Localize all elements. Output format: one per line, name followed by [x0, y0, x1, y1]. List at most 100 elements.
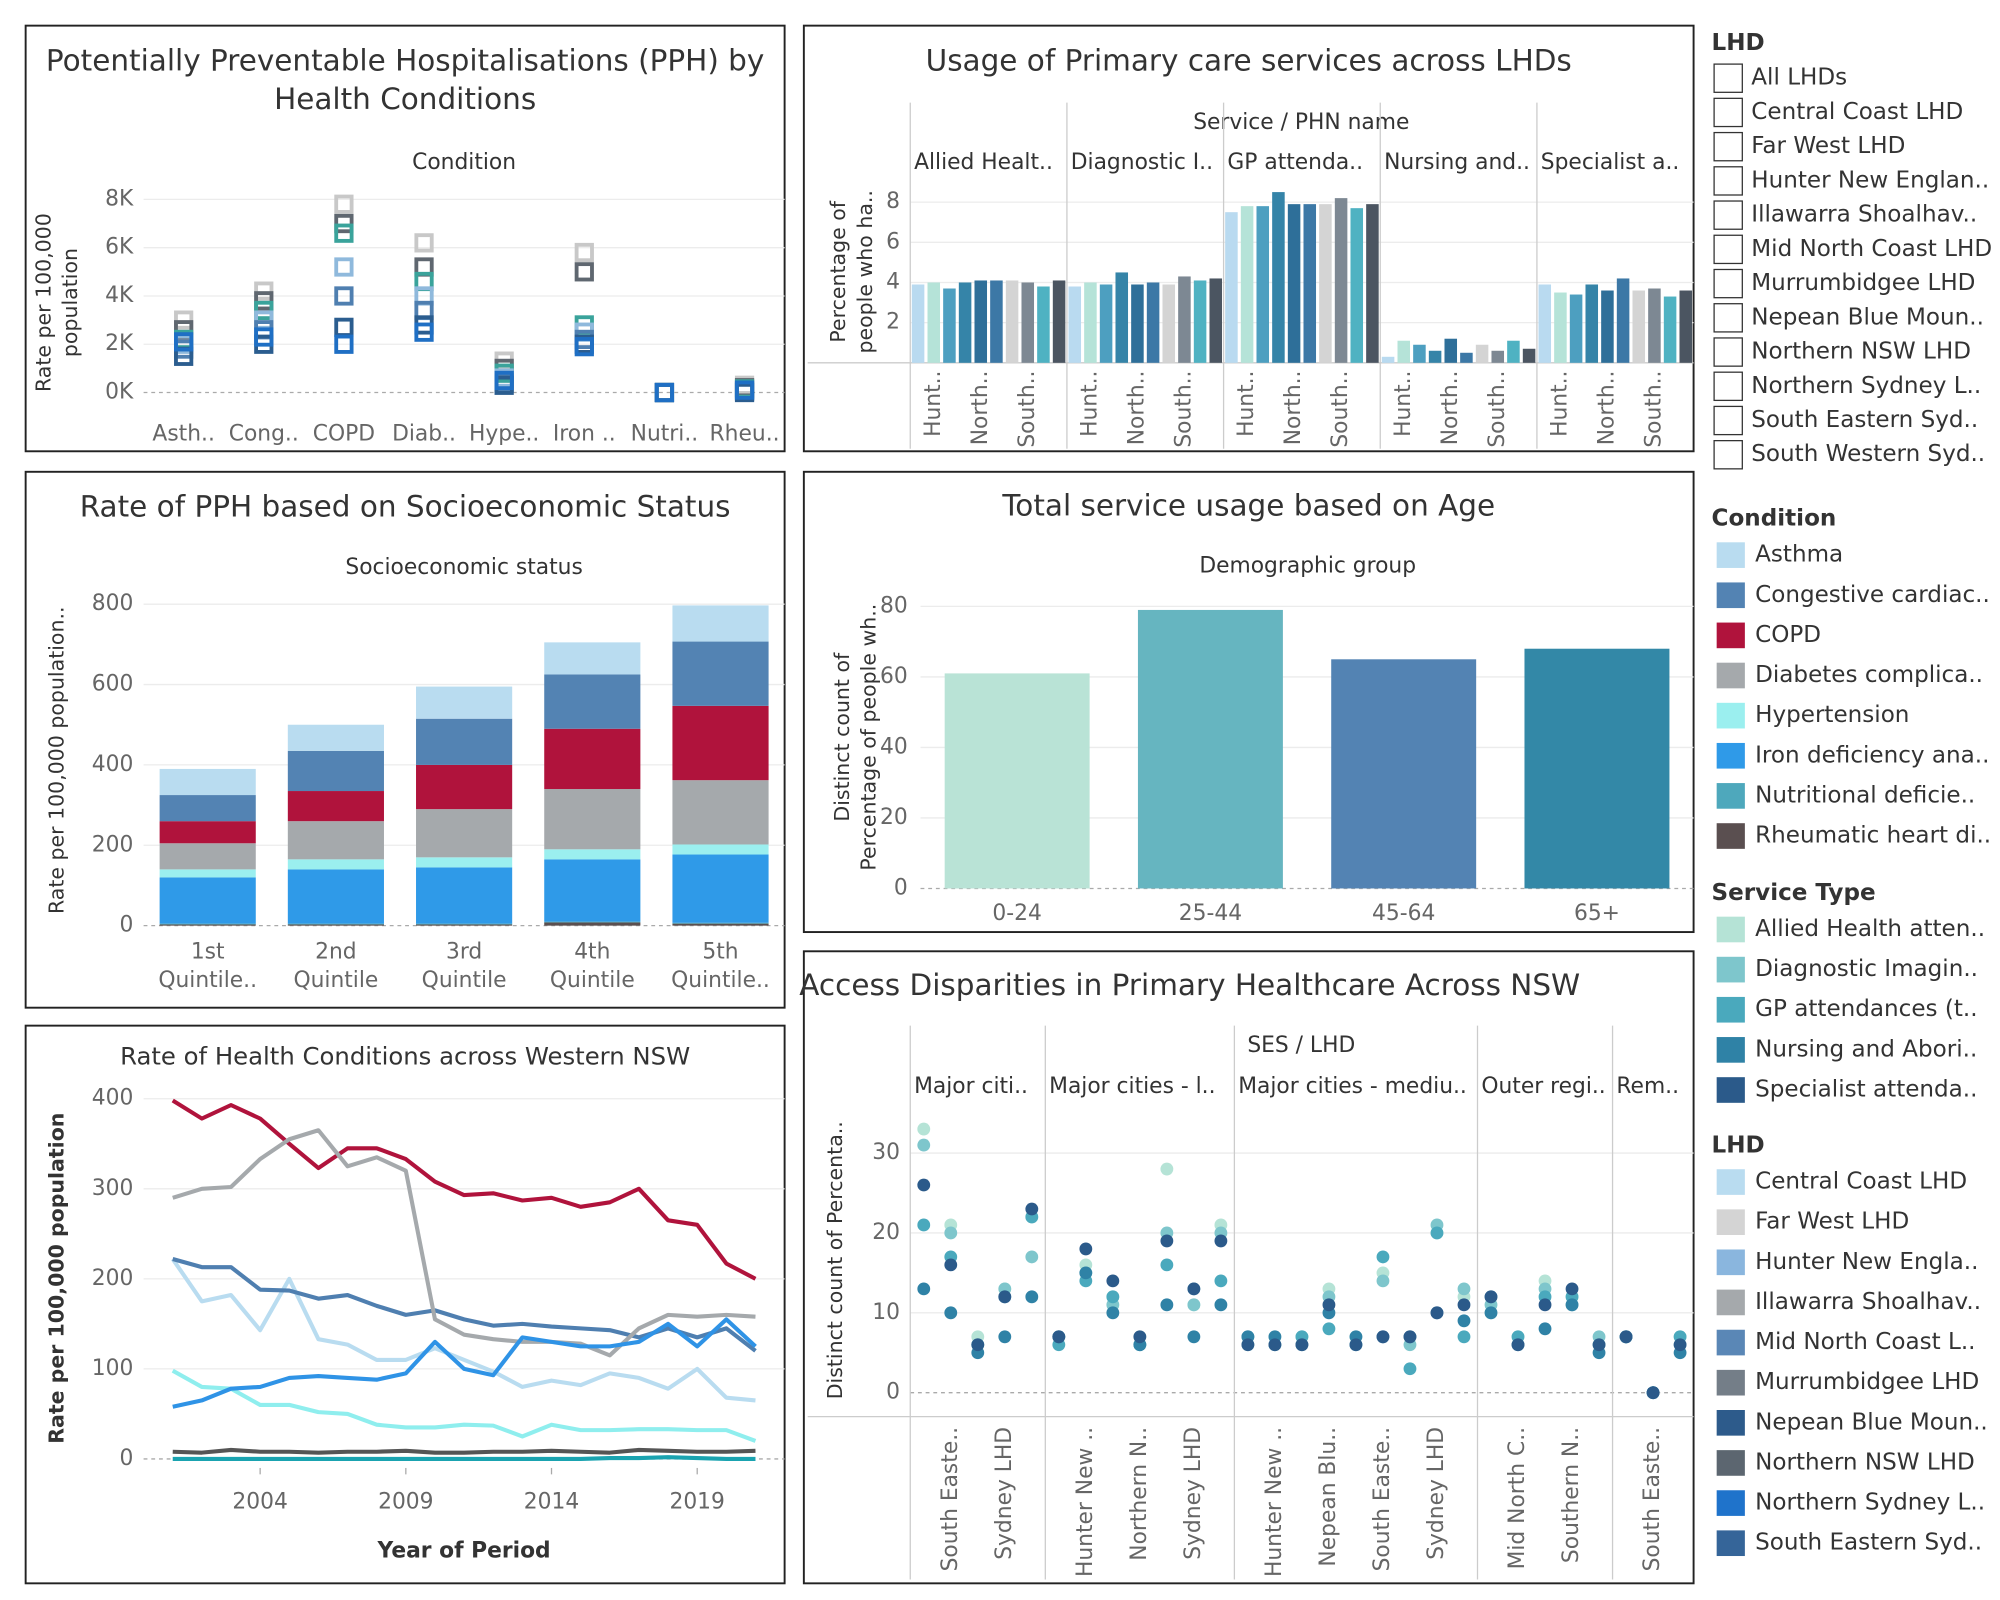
- bar: [1131, 284, 1144, 363]
- checkbox[interactable]: [1713, 166, 1743, 196]
- x-tick-label: North..: [1281, 371, 1306, 446]
- y-tick-label: 300: [92, 1176, 134, 1201]
- bar: [1115, 272, 1129, 363]
- bar: [1648, 288, 1661, 363]
- bar-segment: [159, 869, 256, 878]
- checkbox[interactable]: [1713, 405, 1743, 436]
- checkbox-label[interactable]: Nepean Blue Moun..: [1751, 304, 1984, 330]
- square-mark: [414, 233, 434, 253]
- checkbox[interactable]: [1713, 303, 1743, 333]
- bar-segment: [159, 923, 256, 925]
- dot: [944, 1306, 958, 1320]
- bar: [1632, 290, 1646, 363]
- dot: [1241, 1338, 1255, 1352]
- panel-header: Nursing and..: [1384, 150, 1530, 175]
- square-mark: [574, 262, 594, 282]
- y-tick-label: 0: [886, 1380, 900, 1405]
- dot: [1376, 1250, 1390, 1264]
- checkbox[interactable]: [1713, 268, 1743, 299]
- dot: [1079, 1266, 1093, 1280]
- x-tick-label: Hunter New ..: [1262, 1427, 1287, 1577]
- legend-label: Nutritional deficie..: [1755, 782, 1975, 808]
- bar: [1366, 204, 1379, 363]
- checkbox[interactable]: [1713, 97, 1743, 128]
- checkbox[interactable]: [1713, 337, 1743, 367]
- square-mark: [334, 213, 354, 234]
- bar-segment: [287, 859, 384, 870]
- legend-swatch: [1716, 702, 1745, 729]
- checkbox[interactable]: [1713, 440, 1743, 470]
- checkbox-label[interactable]: Mid North Coast LHD: [1751, 236, 1992, 262]
- panel-frame: [802, 470, 1695, 934]
- legend-label: Northern NSW LHD: [1755, 1449, 1975, 1475]
- bar-segment: [416, 718, 513, 765]
- x-tick-label: South..: [1171, 371, 1196, 448]
- square-mark: [334, 286, 354, 306]
- y-tick-label: 20: [880, 805, 908, 830]
- square-mark: [174, 310, 194, 330]
- legend-label: Hypertension: [1755, 702, 1909, 728]
- x-tick-label: Diab..: [392, 422, 456, 447]
- checkbox-label[interactable]: Hunter New Englan..: [1751, 167, 1989, 193]
- checkbox-label[interactable]: Northern NSW LHD: [1751, 339, 1971, 365]
- dot: [1457, 1330, 1471, 1344]
- bar: [1524, 648, 1670, 889]
- legend-swatch: [1716, 783, 1745, 809]
- checkbox[interactable]: [1713, 371, 1743, 402]
- bar: [1209, 278, 1223, 363]
- x-tick-label: Mid North C..: [1505, 1427, 1530, 1570]
- checkbox[interactable]: [1713, 131, 1743, 162]
- bar-segment: [544, 922, 641, 926]
- bar-segment: [287, 724, 384, 751]
- checkbox[interactable]: [1713, 200, 1743, 230]
- filter-title: LHD: [1712, 30, 1765, 56]
- dot: [1457, 1314, 1471, 1328]
- bar: [1240, 206, 1254, 363]
- bar-segment: [672, 844, 769, 855]
- bar: [1334, 198, 1348, 363]
- legend-swatch: [1716, 662, 1745, 689]
- panel-header: GP attenda..: [1227, 150, 1363, 175]
- bar: [1005, 280, 1019, 363]
- bar: [1137, 609, 1283, 889]
- dot: [1376, 1330, 1390, 1344]
- bar: [1616, 278, 1630, 363]
- dot: [1106, 1290, 1120, 1304]
- bar: [1522, 348, 1536, 363]
- checkbox-label[interactable]: South Western Syd..: [1751, 441, 1985, 467]
- checkbox-label[interactable]: Northern Sydney L..: [1751, 373, 1981, 399]
- checkbox-label[interactable]: Central Coast LHD: [1751, 99, 1963, 125]
- checkbox-label[interactable]: Far West LHD: [1751, 133, 1905, 159]
- checkbox[interactable]: [1713, 63, 1743, 93]
- bar: [990, 280, 1003, 363]
- x-tick-label: South..: [1641, 371, 1666, 448]
- checkbox-label[interactable]: Illawarra Shoalhav..: [1751, 202, 1977, 228]
- y-tick-label: 800: [92, 591, 134, 616]
- x-tick-label: Hunt..: [921, 371, 946, 437]
- bar: [1381, 356, 1395, 363]
- bar-segment: [416, 809, 513, 858]
- panel-header: Major cities - mediu..: [1238, 1074, 1467, 1099]
- dot: [1403, 1330, 1417, 1344]
- x-tick-label: 1st Quintile..: [158, 940, 257, 993]
- y-tick-label: 200: [92, 1266, 134, 1291]
- x-tick-label: Nutri..: [631, 422, 699, 447]
- dot: [1106, 1306, 1120, 1320]
- dot: [1484, 1290, 1498, 1304]
- x-tick-label: Hunter New ..: [1073, 1427, 1098, 1577]
- bar: [1037, 286, 1050, 363]
- bar: [1021, 282, 1035, 363]
- square-mark: [254, 327, 274, 347]
- checkbox-label[interactable]: South Eastern Syd..: [1751, 407, 1978, 433]
- dot: [1187, 1330, 1201, 1344]
- dot: [1349, 1338, 1363, 1352]
- checkbox-label[interactable]: All LHDs: [1751, 65, 1847, 91]
- filter-list: All LHDs Central Coast LHD Far West LHD Hun…: [1713, 63, 1992, 470]
- checkbox[interactable]: [1713, 234, 1743, 265]
- x-tick-label: Asth..: [152, 422, 214, 447]
- x-tick-label: 2014: [524, 1490, 579, 1515]
- checkbox-label[interactable]: Murrumbidgee LHD: [1751, 270, 1975, 296]
- bar: [1084, 282, 1097, 363]
- dot: [1565, 1298, 1579, 1312]
- panel-header: Major citi..: [914, 1074, 1028, 1099]
